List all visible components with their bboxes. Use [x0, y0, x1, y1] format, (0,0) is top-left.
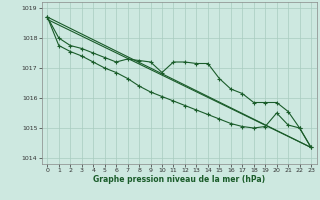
X-axis label: Graphe pression niveau de la mer (hPa): Graphe pression niveau de la mer (hPa) — [93, 175, 265, 184]
